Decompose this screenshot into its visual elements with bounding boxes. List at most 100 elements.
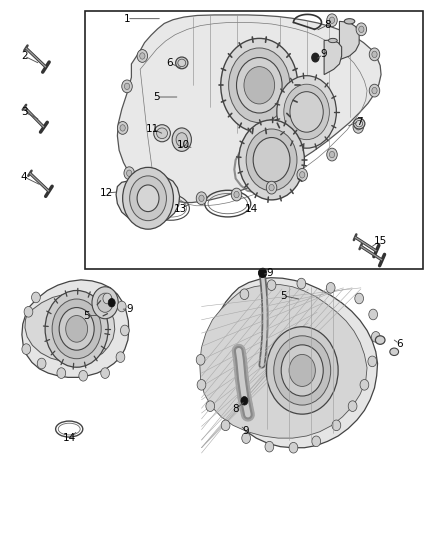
Text: 11: 11 [146, 124, 159, 134]
Circle shape [206, 401, 215, 411]
Circle shape [66, 316, 88, 342]
Circle shape [116, 352, 125, 362]
Polygon shape [339, 21, 359, 60]
Text: 13: 13 [174, 204, 187, 214]
Circle shape [57, 368, 66, 378]
Circle shape [45, 290, 108, 367]
Circle shape [327, 148, 337, 161]
Text: 9: 9 [126, 304, 133, 314]
Circle shape [52, 299, 101, 359]
Circle shape [372, 51, 377, 58]
Circle shape [312, 436, 321, 447]
Ellipse shape [176, 57, 188, 69]
Circle shape [266, 181, 277, 194]
Text: 14: 14 [245, 204, 258, 214]
Text: 5: 5 [280, 291, 287, 301]
Circle shape [221, 38, 298, 132]
Circle shape [369, 84, 380, 97]
Polygon shape [213, 278, 378, 448]
Circle shape [246, 129, 297, 191]
Text: 5: 5 [83, 311, 90, 320]
Circle shape [326, 282, 335, 293]
Text: 8: 8 [324, 20, 331, 30]
Circle shape [24, 306, 33, 317]
Text: 10: 10 [177, 140, 190, 150]
Circle shape [274, 336, 331, 405]
Text: 4: 4 [21, 172, 28, 182]
Circle shape [297, 278, 306, 289]
Circle shape [196, 192, 207, 205]
Circle shape [199, 195, 204, 201]
Circle shape [108, 298, 115, 307]
Circle shape [369, 48, 380, 61]
Circle shape [265, 441, 274, 452]
Text: 6: 6 [166, 58, 173, 68]
Circle shape [137, 50, 148, 62]
Ellipse shape [328, 38, 337, 43]
Circle shape [117, 301, 126, 312]
Polygon shape [200, 285, 367, 438]
Circle shape [127, 170, 132, 176]
Circle shape [124, 83, 130, 90]
Circle shape [359, 26, 364, 33]
Text: 5: 5 [153, 92, 160, 102]
Circle shape [297, 168, 307, 181]
Text: 6: 6 [396, 339, 403, 349]
Circle shape [137, 185, 159, 212]
Ellipse shape [390, 348, 399, 356]
Circle shape [229, 48, 290, 123]
Circle shape [289, 442, 298, 453]
Circle shape [312, 53, 319, 62]
Text: 3: 3 [21, 107, 28, 117]
Circle shape [332, 420, 341, 431]
Circle shape [123, 167, 173, 229]
Circle shape [59, 308, 94, 350]
Bar [85, 11, 423, 269]
Circle shape [22, 344, 31, 354]
Text: 14: 14 [63, 433, 76, 443]
Circle shape [231, 188, 242, 201]
Circle shape [242, 433, 251, 443]
Circle shape [356, 23, 367, 36]
Circle shape [196, 354, 205, 365]
Circle shape [122, 80, 132, 93]
Circle shape [159, 189, 165, 195]
Circle shape [360, 379, 369, 390]
Text: 12: 12 [99, 188, 113, 198]
Circle shape [92, 287, 118, 319]
Circle shape [197, 379, 206, 390]
Polygon shape [25, 293, 115, 362]
Text: 9: 9 [243, 426, 250, 435]
Circle shape [103, 293, 112, 304]
Circle shape [237, 58, 282, 113]
Circle shape [172, 128, 191, 151]
Circle shape [289, 354, 315, 386]
Circle shape [353, 120, 364, 133]
Text: 7: 7 [356, 117, 363, 126]
Circle shape [259, 268, 267, 278]
Circle shape [117, 122, 128, 134]
Circle shape [140, 53, 145, 59]
Circle shape [120, 125, 125, 131]
Text: 8: 8 [232, 405, 239, 414]
Text: 15: 15 [374, 236, 387, 246]
Circle shape [239, 120, 304, 200]
Circle shape [300, 172, 305, 178]
Ellipse shape [375, 336, 385, 344]
Circle shape [176, 133, 187, 147]
Circle shape [79, 370, 88, 381]
Circle shape [348, 401, 357, 411]
Text: 9: 9 [266, 268, 273, 278]
Circle shape [241, 397, 248, 405]
Circle shape [329, 17, 335, 23]
Circle shape [234, 191, 239, 198]
Circle shape [355, 293, 364, 304]
Ellipse shape [353, 118, 365, 129]
Circle shape [244, 67, 275, 104]
Text: 1: 1 [124, 14, 131, 23]
Circle shape [329, 151, 335, 158]
Circle shape [32, 292, 40, 303]
Circle shape [290, 92, 323, 132]
Circle shape [120, 325, 129, 336]
Circle shape [253, 138, 290, 182]
